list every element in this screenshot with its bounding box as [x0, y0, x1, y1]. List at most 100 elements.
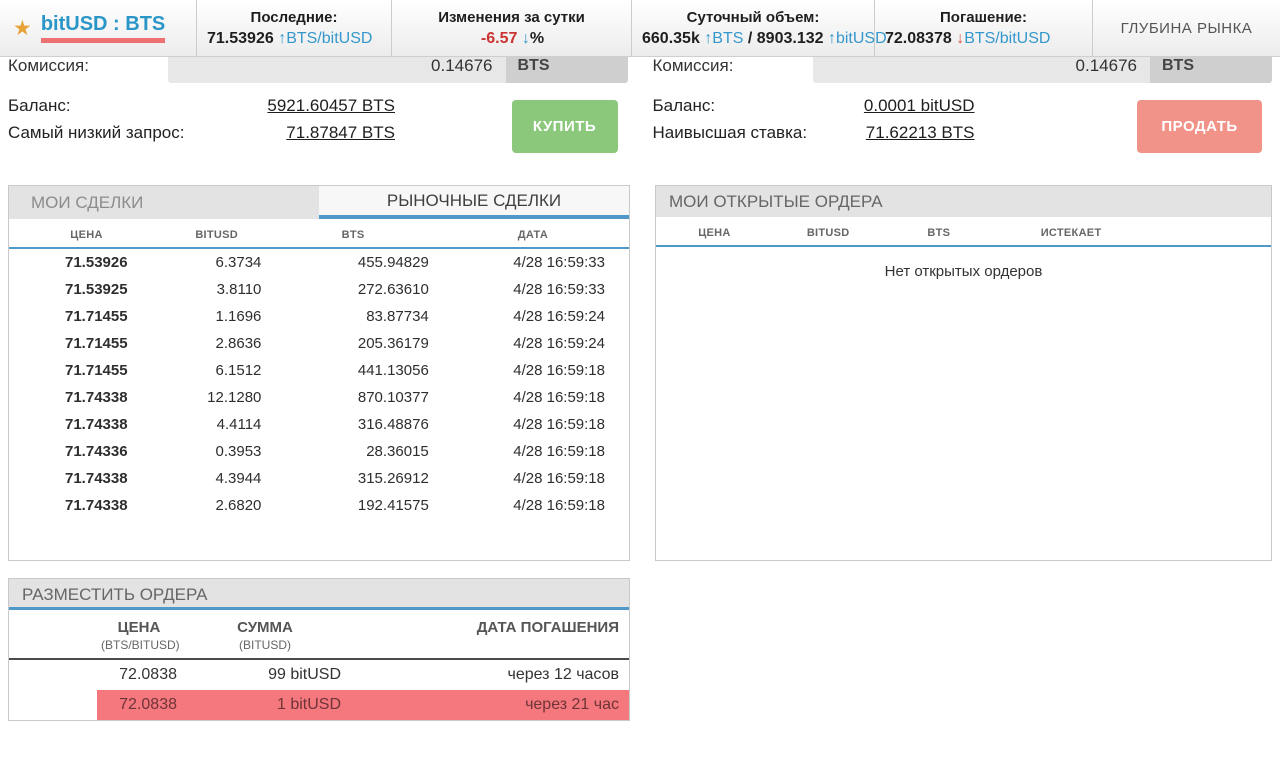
mid-section: МОИ СДЕЛКИ РЫНОЧНЫЕ СДЕЛКИ ЦЕНА BITUSD B… — [0, 185, 1280, 561]
trade-date: 4/28 16:59:18 — [513, 497, 605, 514]
tab-my-trades[interactable]: МОИ СДЕЛКИ — [31, 193, 144, 212]
lowest-ask-value[interactable]: 71.87847 BTS — [286, 123, 395, 142]
trade-price: 71.74338 — [65, 470, 128, 487]
highest-bid-value[interactable]: 71.62213 BTS — [865, 123, 975, 142]
trade-bts-amount: 455.94829 — [357, 254, 429, 271]
sell-commission-label: Комиссия: — [652, 57, 734, 75]
lowest-ask-label: Самый низкий запрос: — [8, 123, 185, 142]
open-orders-panel: МОИ ОТКРЫТЫЕ ОРДЕРА ЦЕНА BITUSD BTS ИСТЕ… — [655, 185, 1272, 561]
highest-bid-row: Наивысшая ставка: 71.62213 BTS — [653, 123, 1273, 143]
trade-price: 71.74338 — [65, 497, 128, 514]
amount-header-line2: (BITUSD) — [239, 638, 291, 652]
last-price-unit: ↑BTS/bitUSD — [278, 29, 373, 47]
trade-bitusd-amount: 1.1696 — [215, 308, 262, 325]
trades-col-price: ЦЕНА — [9, 219, 164, 249]
trades-panel: МОИ СДЕЛКИ РЫНОЧНЫЕ СДЕЛКИ ЦЕНА BITUSD B… — [8, 185, 630, 561]
sell-commission-asset-addon: BTS — [1150, 57, 1272, 83]
trade-bitusd-amount: 6.1512 — [215, 362, 262, 379]
trade-row[interactable]: 71.53925 3.8110 272.63610 4/28 16:59:33 — [9, 276, 629, 303]
market-depth-link[interactable]: ГЛУБИНА РЫНКА — [1120, 19, 1253, 37]
trade-row[interactable]: 71.74336 0.3953 28.36015 4/28 16:59:18 — [9, 438, 629, 465]
volume-bts-unit: ↑BTS — [704, 29, 744, 47]
buy-balance-label: Баланс: — [8, 96, 71, 115]
place-orders-col-spacer — [9, 610, 97, 660]
highest-bid-label: Наивысшая ставка: — [652, 123, 808, 142]
price-header-line1: ЦЕНА — [117, 619, 161, 636]
trades-header-row: ЦЕНА BITUSD BTS ДАТА — [9, 219, 629, 249]
trades-col-bts: BTS — [269, 219, 437, 249]
sell-balance-value[interactable]: 0.0001 bitUSD — [863, 96, 975, 115]
settlement-unit: BTS/bitUSD — [964, 29, 1051, 47]
trade-date: 4/28 16:59:33 — [513, 281, 605, 298]
trade-row[interactable]: 71.71455 2.8636 205.36179 4/28 16:59:24 — [9, 330, 629, 357]
trade-price: 71.71455 — [65, 335, 128, 352]
trade-price: 71.71455 — [65, 308, 128, 325]
open-orders-col-expires: ИСТЕКАЕТ — [994, 217, 1148, 247]
trade-row[interactable]: 71.71455 6.1512 441.13056 4/28 16:59:18 — [9, 357, 629, 384]
buy-commission-label: Комиссия: — [8, 57, 89, 75]
buy-panel: Комиссия: 0.14676 BTS Баланс: 5921.60457… — [8, 57, 628, 180]
down-arrow-icon: ↓ — [956, 29, 965, 47]
expiry-header-line1: ДАТА ПОГАШЕНИЯ — [476, 619, 619, 636]
order-row-spacer — [9, 690, 97, 720]
up-arrow-icon: ↑ — [278, 29, 287, 47]
market-pair-link[interactable]: bitUSD : BTS — [40, 13, 166, 43]
stat-daily-change: Изменения за сутки -6.57 ↓% — [392, 0, 632, 56]
order-price: 72.0838 — [97, 690, 181, 720]
place-orders-panel: РАЗМЕСТИТЬ ОРДЕРА ЦЕНА (BTS/BITUSD) СУММ… — [8, 578, 630, 721]
trade-bitusd-amount: 4.3944 — [215, 470, 262, 487]
trade-bitusd-amount: 2.8636 — [215, 335, 262, 352]
stat-daily-volume: Суточный объем: 660.35k ↑BTS / 8903.132 … — [632, 0, 887, 56]
trade-row[interactable]: 71.74338 2.6820 192.41575 4/28 16:59:18 — [9, 492, 629, 519]
trade-date: 4/28 16:59:18 — [513, 443, 605, 460]
trade-date: 4/28 16:59:33 — [513, 254, 605, 271]
favorite-star-icon[interactable]: ★ — [13, 16, 32, 40]
trade-bitusd-amount: 6.3734 — [215, 254, 262, 271]
sell-commission-input-group: 0.14676 BTS — [812, 57, 1272, 83]
trade-row[interactable]: 71.74338 4.4114 316.48876 4/28 16:59:18 — [9, 411, 629, 438]
stat-settlement: Погашение: 72.08378 ↓BTS/bitUSD — [875, 0, 1093, 56]
pending-order-row[interactable]: 72.0838 99 bitUSD через 12 часов — [9, 659, 629, 690]
stat-settlement-label: Погашение: — [940, 8, 1027, 26]
trades-tab-bar: МОИ СДЕЛКИ РЫНОЧНЫЕ СДЕЛКИ — [9, 186, 629, 219]
trade-bts-amount: 441.13056 — [357, 362, 429, 379]
pending-order-row[interactable]: 72.0838 1 bitUSD через 21 час — [9, 690, 629, 720]
trade-bts-amount: 192.41575 — [357, 497, 429, 514]
trade-date: 4/28 16:59:18 — [513, 362, 605, 379]
trade-row[interactable]: 71.74338 12.1280 870.10377 4/28 16:59:18 — [9, 384, 629, 411]
trade-date: 4/28 16:59:24 — [513, 335, 605, 352]
last-price-value: 71.53926 — [207, 29, 274, 47]
stat-change-label: Изменения за сутки — [438, 8, 585, 26]
sell-balance-label: Баланс: — [652, 96, 716, 115]
trade-bts-amount: 870.10377 — [357, 389, 429, 406]
sell-commission-row: Комиссия: 0.14676 BTS — [652, 57, 1272, 83]
amount-header-line1: СУММА — [237, 619, 293, 636]
sell-commission-input[interactable]: 0.14676 — [812, 57, 1150, 83]
market-trades-body: 71.53926 6.3734 455.94829 4/28 16:59:33 … — [9, 248, 629, 519]
trade-row[interactable]: 71.74338 4.3944 315.26912 4/28 16:59:18 — [9, 465, 629, 492]
market-trades-table: ЦЕНА BITUSD BTS ДАТА 71.53926 6.3734 455… — [9, 219, 629, 519]
trade-date: 4/28 16:59:18 — [513, 470, 605, 487]
trade-price: 71.74336 — [65, 443, 128, 460]
trade-date: 4/28 16:59:24 — [513, 308, 605, 325]
sell-balance-row: Баланс: 0.0001 bitUSD — [653, 96, 1273, 116]
sell-button[interactable]: ПРОДАТЬ — [1137, 100, 1262, 153]
trade-bitusd-amount: 0.3953 — [215, 443, 262, 460]
buy-balance-value[interactable]: 5921.60457 BTS — [267, 96, 395, 115]
trade-bts-amount: 83.87734 — [366, 308, 429, 325]
buy-commission-input[interactable]: 0.14676 — [168, 57, 506, 83]
buy-commission-row: Комиссия: 0.14676 BTS — [8, 57, 628, 83]
buy-button[interactable]: КУПИТЬ — [511, 100, 618, 153]
place-orders-col-price: ЦЕНА (BTS/BITUSD) — [97, 610, 181, 660]
tab-market-trades[interactable]: РЫНОЧНЫЕ СДЕЛКИ — [319, 186, 629, 219]
stat-last-label: Последние: — [250, 8, 338, 26]
open-orders-table: ЦЕНА BITUSD BTS ИСТЕКАЕТ — [656, 217, 1271, 247]
trade-row[interactable]: 71.71455 1.1696 83.87734 4/28 16:59:24 — [9, 303, 629, 330]
open-orders-header-row: ЦЕНА BITUSD BTS ИСТЕКАЕТ — [656, 217, 1271, 247]
trade-bitusd-amount: 12.1280 — [207, 389, 262, 406]
settlement-value: 72.08378 — [885, 29, 952, 47]
order-price: 72.0838 — [119, 666, 177, 683]
volume-bitusd-value: 8903.132 — [756, 29, 824, 47]
buy-commission-input-group: 0.14676 BTS — [168, 57, 628, 83]
trade-row[interactable]: 71.53926 6.3734 455.94829 4/28 16:59:33 — [9, 248, 629, 276]
